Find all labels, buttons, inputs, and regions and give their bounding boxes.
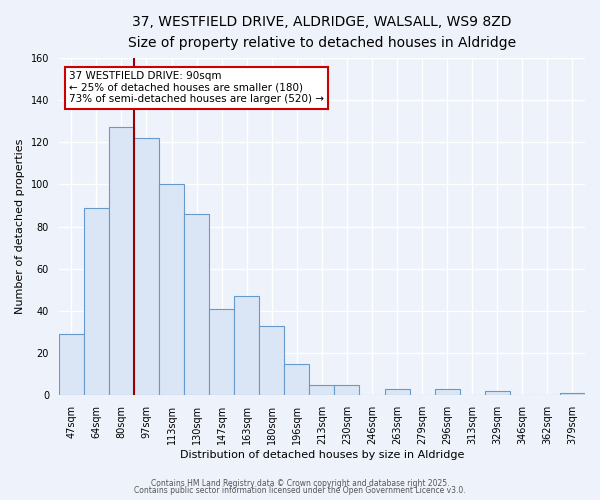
- Bar: [385, 389, 410, 396]
- Bar: [334, 385, 359, 396]
- Bar: [59, 334, 84, 396]
- Bar: [434, 389, 460, 396]
- Bar: [84, 208, 109, 396]
- X-axis label: Distribution of detached houses by size in Aldridge: Distribution of detached houses by size …: [180, 450, 464, 460]
- Text: Contains public sector information licensed under the Open Government Licence v3: Contains public sector information licen…: [134, 486, 466, 495]
- Bar: [485, 391, 510, 396]
- Bar: [134, 138, 159, 396]
- Text: Contains HM Land Registry data © Crown copyright and database right 2025.: Contains HM Land Registry data © Crown c…: [151, 478, 449, 488]
- Bar: [284, 364, 310, 396]
- Bar: [209, 309, 234, 396]
- Bar: [184, 214, 209, 396]
- Title: 37, WESTFIELD DRIVE, ALDRIDGE, WALSALL, WS9 8ZD
Size of property relative to det: 37, WESTFIELD DRIVE, ALDRIDGE, WALSALL, …: [128, 15, 516, 50]
- Text: 37 WESTFIELD DRIVE: 90sqm
← 25% of detached houses are smaller (180)
73% of semi: 37 WESTFIELD DRIVE: 90sqm ← 25% of detac…: [70, 71, 325, 104]
- Bar: [234, 296, 259, 396]
- Bar: [259, 326, 284, 396]
- Bar: [109, 128, 134, 396]
- Y-axis label: Number of detached properties: Number of detached properties: [15, 139, 25, 314]
- Bar: [159, 184, 184, 396]
- Bar: [560, 393, 585, 396]
- Bar: [310, 385, 334, 396]
